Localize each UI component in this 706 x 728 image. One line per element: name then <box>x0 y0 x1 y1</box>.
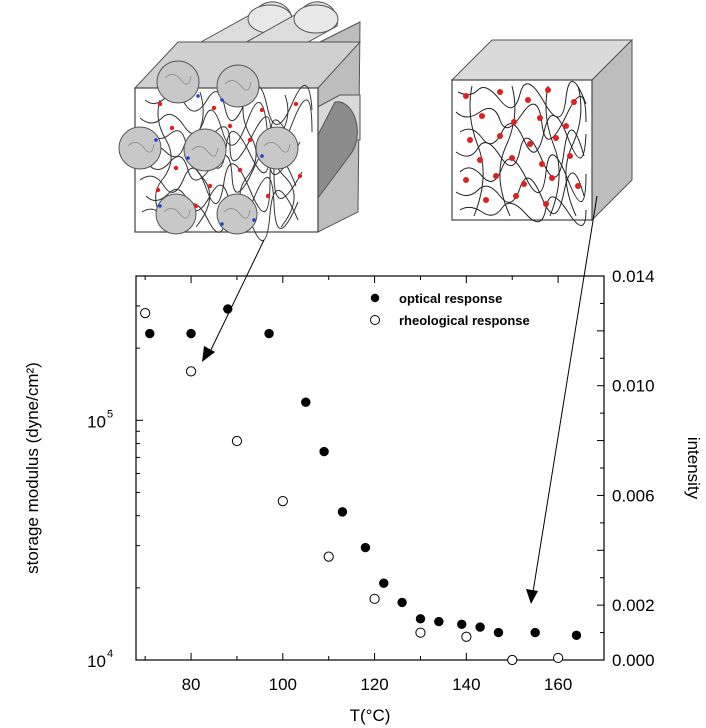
arrow-right-head <box>526 589 538 604</box>
data-markers <box>140 304 582 666</box>
rheological-point <box>369 593 380 604</box>
rheological-point <box>553 652 564 664</box>
x-tick-label: 80 <box>182 675 201 694</box>
rheological-point <box>185 366 197 377</box>
y-right-tick-label: 0.014 <box>612 267 655 286</box>
optical-point <box>415 614 426 624</box>
optical-point <box>301 397 311 407</box>
axis-ticks <box>136 275 605 661</box>
plot-frame <box>135 275 605 661</box>
optical-point <box>337 507 348 517</box>
arrow-right <box>531 195 598 599</box>
rheological-point <box>277 496 288 507</box>
optical-point <box>571 630 582 641</box>
rheological-point <box>140 308 151 319</box>
optical-point <box>457 619 467 630</box>
rheological-point <box>507 654 518 666</box>
arrow-left <box>207 239 265 357</box>
network-cube-illustration <box>450 38 634 226</box>
x-axis-label: T(°C) <box>350 706 391 725</box>
y-left-tick-label: 10 <box>87 412 106 431</box>
optical-point <box>145 328 155 339</box>
optical-point <box>186 328 196 339</box>
x-tick-label: 120 <box>360 675 388 694</box>
y-axis-right-label: intensity <box>684 437 703 500</box>
y-left-tick-label: 10 <box>87 652 106 671</box>
y-left-tick-exponent: 5 <box>107 408 113 420</box>
y-right-tick-label: 0.000 <box>612 651 655 670</box>
optical-point <box>319 446 329 457</box>
y-right-tick-label: 0.002 <box>612 596 655 615</box>
x-tick-label: 160 <box>544 675 572 694</box>
x-tick-label: 100 <box>269 675 297 694</box>
arrow-left-head <box>202 346 215 362</box>
optical-point <box>379 578 389 588</box>
legend-marker-rheological <box>370 315 380 325</box>
rheological-point <box>415 627 426 638</box>
legend-marker-optical <box>370 293 380 303</box>
cylinder-block-illustration <box>118 1 362 242</box>
optical-point <box>530 627 540 638</box>
y-right-tick-label: 0.006 <box>612 486 655 505</box>
optical-point <box>360 542 371 553</box>
y-left-tick-exponent: 4 <box>107 648 113 660</box>
optical-point <box>264 328 274 339</box>
optical-point <box>493 627 504 638</box>
optical-point <box>434 616 444 627</box>
legend: optical response rheological response <box>370 291 530 328</box>
x-tick-label: 140 <box>452 675 480 694</box>
y-right-tick-label: 0.010 <box>612 377 655 396</box>
rheological-point <box>231 435 243 447</box>
rheological-point <box>461 631 472 642</box>
optical-point <box>475 622 485 632</box>
optical-point <box>397 597 407 608</box>
legend-label-rheological: rheological response <box>399 313 530 328</box>
y-axis-left-label: storage modulus (dyne/cm²) <box>23 362 42 574</box>
annotation-arrows <box>202 195 598 604</box>
rheological-point <box>323 551 334 562</box>
legend-label-optical: optical response <box>399 291 502 306</box>
